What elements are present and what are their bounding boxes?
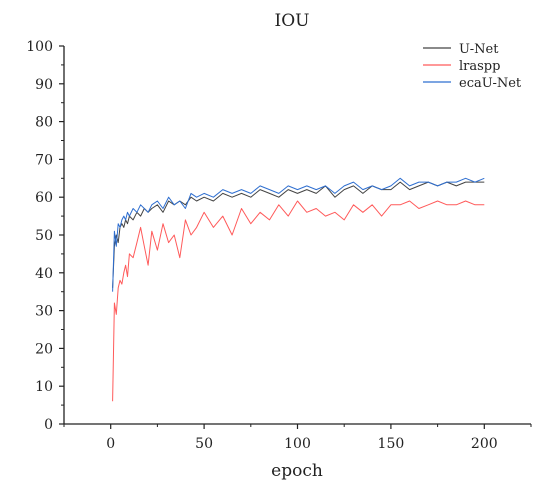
legend-label-lraspp: lraspp <box>459 59 500 74</box>
x-tick-label: 100 <box>284 436 311 452</box>
x-tick-label: 150 <box>378 436 405 452</box>
series-line-ecau-net <box>112 177 485 292</box>
chart-axes <box>63 46 531 425</box>
y-tick-label: 20 <box>35 341 53 357</box>
y-ticks: 0 10 20 30 40 50 60 70 80 90 100 <box>26 39 64 433</box>
y-tick-label: 0 <box>44 417 53 433</box>
y-tick-label: 30 <box>35 304 53 320</box>
y-tick-label: 60 <box>35 190 53 206</box>
series-lines <box>112 177 485 402</box>
y-tick-label: 50 <box>35 228 53 244</box>
x-tick-label: 50 <box>195 436 213 452</box>
legend-label-ecau-net: ecaU-Net <box>459 76 522 91</box>
x-axis-label: epoch <box>271 461 323 481</box>
y-tick-label: 90 <box>35 77 53 93</box>
y-tick-label: 100 <box>26 39 53 55</box>
y-tick-label: 70 <box>35 152 53 168</box>
y-tick-label: 40 <box>35 266 53 282</box>
x-tick-label: 200 <box>471 436 498 452</box>
chart-title: IOU <box>275 11 310 31</box>
chart-legend: U-Net lraspp ecaU-Net <box>423 42 522 91</box>
x-ticks: 0 50 100 150 200 <box>63 424 532 452</box>
x-tick-label: 0 <box>106 436 115 452</box>
series-line-lraspp <box>112 200 485 402</box>
legend-label-u-net: U-Net <box>459 42 499 57</box>
y-tick-label: 10 <box>35 379 53 395</box>
y-tick-label: 80 <box>35 115 53 131</box>
